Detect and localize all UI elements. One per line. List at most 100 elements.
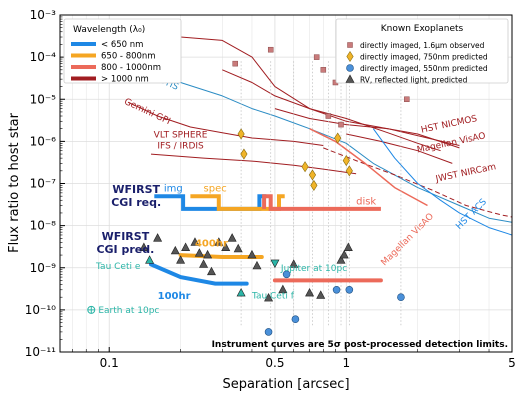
curve-label: JWST NIRCam (434, 162, 497, 185)
planet-750nm-marker (237, 128, 245, 140)
y-tick-label: 10⁻¹⁰ (25, 303, 56, 317)
planet-markers (87, 46, 410, 336)
y-tick-label: 10⁻⁹ (30, 261, 57, 275)
vertical-guide-lines (240, 61, 402, 327)
rv-planet-marker (214, 237, 224, 246)
wfirst-req-curve (262, 194, 381, 211)
x-tick-label: 0.1 (100, 356, 119, 370)
wfirst-req-label: CGI req. (111, 196, 161, 209)
time-100-label: 100hr (158, 291, 191, 302)
instrument-curve (346, 133, 453, 164)
planet-1.6um-marker (232, 60, 238, 67)
rv-planet-marker (170, 245, 180, 255)
instrument-curve (309, 128, 428, 207)
rv-planet-marker (194, 248, 204, 257)
rv-planet-marker (339, 249, 349, 259)
rv-planet-marker (252, 260, 262, 270)
rv-planet-marker (305, 287, 315, 297)
planet-750nm-marker (310, 179, 318, 191)
named-planet-marker (270, 259, 280, 269)
legend-label: RV, reflected light, predicted (360, 76, 468, 85)
planet-550nm-marker (345, 285, 354, 294)
legend-label: directly imaged, 550nm predicted (360, 64, 488, 73)
instrument-curve (150, 153, 357, 175)
instrument-curve (372, 128, 512, 236)
legend-label: 650 - 800nm (101, 52, 156, 62)
wfirst-req-curve (190, 194, 285, 211)
planet-550nm-marker (282, 270, 291, 279)
y-tick-label: 10⁻⁵ (30, 92, 57, 106)
planet-750nm-marker (342, 155, 350, 167)
rv-planet-marker (221, 242, 231, 251)
rv-planet-marker (199, 259, 209, 268)
x-axis-label: Separation [arcsec] (222, 377, 349, 392)
planet-750nm-marker (345, 165, 353, 177)
legend-label: < 650 nm (101, 40, 143, 50)
rv-planet-marker (278, 284, 288, 294)
curve-label: Gemini GPI (122, 97, 171, 127)
named-planet-marker (145, 255, 155, 264)
wfirst-pred-label: CGI pred. (96, 243, 154, 256)
x-tick-label: 5 (508, 356, 516, 370)
legend-title: Known Exoplanets (381, 24, 464, 34)
rv-planet-marker (264, 292, 274, 302)
planet-1.6um-marker (313, 54, 320, 60)
planet-1.6um-marker (267, 46, 274, 53)
rv-planet-marker (153, 233, 163, 242)
named-planet-label: Earth at 10pc (98, 306, 159, 316)
legend-box (335, 18, 509, 84)
planet-1.6um-marker (338, 121, 344, 128)
instrument-curve (143, 60, 512, 223)
planet-1.6um-marker (404, 96, 410, 102)
x-tick-label: 1 (342, 356, 350, 370)
rv-planet-marker (139, 242, 149, 251)
legend-marker (345, 74, 355, 83)
curve-label: Magellan VisAO (416, 131, 486, 155)
wfirst-pred-label: WFIRST (102, 230, 150, 243)
wfirst-pred-curve (149, 262, 249, 286)
exoplanet-legend: Known Exoplanets directly imaged, 1.6μm o… (335, 18, 509, 85)
rv-planet-marker (227, 233, 237, 242)
rv-planet-marker (336, 255, 346, 264)
disk-label: disk (356, 196, 376, 207)
planet-750nm-marker (301, 161, 309, 173)
footer-note: Instrument curves are 5σ post-processed … (212, 340, 508, 350)
instrument-curve (127, 101, 324, 146)
legend-marker (346, 50, 354, 63)
legend-label: > 1000 nm (101, 75, 149, 85)
rv-planet-marker (203, 249, 213, 259)
wfirst-curves (149, 194, 383, 286)
y-axis-label: Flux ratio to host star (7, 112, 22, 252)
curve-label: IFS / IRDIS (157, 141, 204, 151)
rv-planet-marker (247, 249, 257, 259)
planet-550nm-marker (264, 328, 273, 336)
planet-1.6um-marker (325, 113, 332, 119)
named-planet-label: Tau Ceti f (251, 291, 295, 301)
legend-title: Wavelength (λ₀) (73, 25, 145, 35)
legend-label: directly imaged, 1.6μm observed (360, 41, 485, 50)
rv-planet-marker (190, 237, 200, 246)
named-planet-marker (87, 305, 96, 314)
axis-ticks: 0.1 0.5 1 5 10⁻¹¹ 10⁻¹⁰ 10⁻⁹ 10⁻⁸ 10⁻⁷ 10⁻⁶ 10⁻⁵ 10… (25, 8, 516, 370)
planet-750nm-marker (308, 169, 317, 181)
legend-marker (346, 64, 354, 72)
rv-planet-marker (181, 242, 191, 251)
planet-550nm-marker (397, 293, 405, 301)
rv-planet-marker (316, 290, 326, 299)
y-tick-label: 10⁻⁶ (30, 134, 57, 148)
y-tick-label: 10⁻³ (30, 8, 57, 22)
spec-label: spec (204, 183, 227, 194)
legend-label: directly imaged, 750nm predicted (360, 53, 488, 62)
planet-1.6um-marker (320, 67, 327, 73)
time-400-label: 400hr (195, 238, 228, 249)
curve-label: Magellan VisAO (380, 212, 436, 268)
rv-planet-marker (289, 259, 299, 268)
named-planet-label: Tau Ceti e (95, 262, 141, 272)
img-label: img (164, 183, 183, 194)
planet-750nm-marker (240, 148, 248, 160)
planet-750nm-marker (334, 132, 342, 144)
legend-label: 800 - 1000nm (101, 63, 161, 73)
y-tick-label: 10⁻¹¹ (25, 345, 56, 359)
curve-label: VLT SPHERE (154, 130, 208, 140)
